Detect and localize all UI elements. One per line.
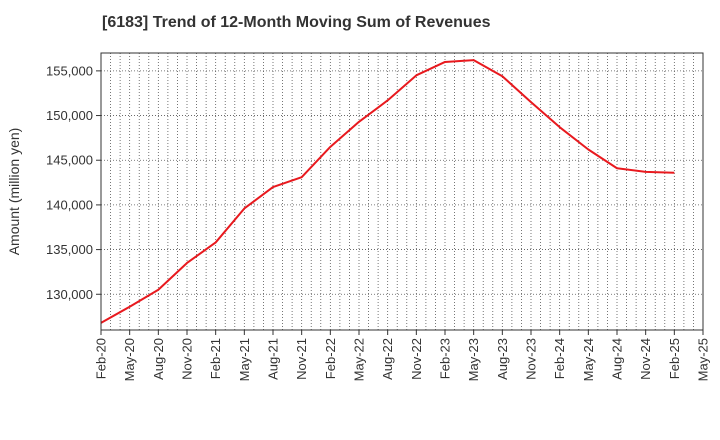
y-tick-label: 155,000 (46, 63, 93, 78)
chart-title: [6183] Trend of 12-Month Moving Sum of R… (102, 14, 491, 31)
series (100, 59, 675, 324)
x-tick-label: Aug-24 (610, 338, 625, 380)
x-tick-label: May-25 (696, 338, 711, 381)
x-tick-label: Nov-22 (409, 338, 424, 380)
y-axis-title: Amount (million yen) (6, 128, 22, 256)
x-tick-label: Feb-20 (94, 338, 109, 379)
x-tick-label: Feb-22 (323, 338, 338, 379)
x-tick-label: Aug-22 (380, 338, 395, 380)
y-tick-label: 130,000 (46, 287, 93, 302)
x-tick-label: Nov-20 (180, 338, 195, 380)
x-tick-label: Nov-23 (524, 338, 539, 380)
x-tick-label: Aug-23 (495, 338, 510, 380)
y-axis-ticks: 130,000 135,000 140,000 145,000 150,000 155,0… (46, 63, 101, 302)
x-tick-label: May-23 (466, 338, 481, 381)
x-tick-label: May-21 (237, 338, 252, 381)
x-tick-label: May-22 (352, 338, 367, 381)
grid (101, 53, 703, 330)
x-tick-label: Nov-24 (638, 338, 653, 380)
x-tick-label: Aug-20 (151, 338, 166, 380)
y-tick-label: 140,000 (46, 197, 93, 212)
x-tick-label: Feb-25 (667, 338, 682, 379)
x-tick-label: Aug-21 (266, 338, 281, 380)
x-tick-label: Feb-21 (208, 338, 223, 379)
x-tick-label: May-24 (581, 338, 596, 381)
x-tick-label: Feb-23 (438, 338, 453, 379)
series-line (100, 59, 675, 324)
x-axis-ticks: Feb-20 May-20 Aug-20 Nov-20 Feb-21 May-21 Aug-… (94, 330, 711, 381)
y-tick-label: 150,000 (46, 108, 93, 123)
x-tick-label: Feb-24 (552, 338, 567, 379)
y-tick-label: 145,000 (46, 153, 93, 168)
y-tick-label: 135,000 (46, 242, 93, 257)
plot-frame (100, 52, 704, 331)
x-tick-label: May-20 (122, 338, 137, 381)
x-tick-label: Nov-21 (294, 338, 309, 380)
